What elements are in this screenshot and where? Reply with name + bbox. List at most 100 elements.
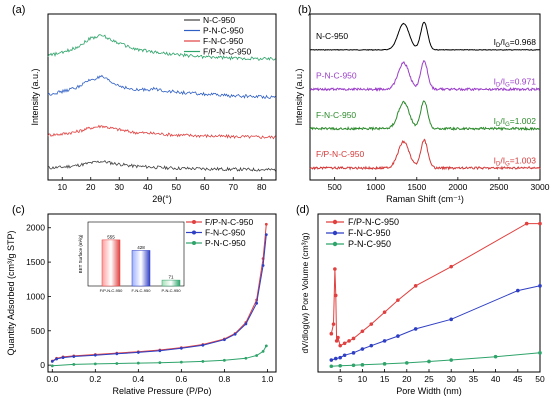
panel-d-point-f-p-n-c-950: [360, 329, 365, 334]
panel-c-inset-bar: [101, 239, 121, 287]
panel-c-inset-category: F/P-N-C-950: [100, 288, 123, 293]
panel-d-point-p-n-c-950: [538, 351, 542, 355]
panel-c-legend-marker: [192, 241, 196, 245]
panel-c-xtick-label: 0.0: [46, 374, 58, 384]
panel-a-xtick-label: 70: [229, 182, 239, 192]
panel-c-point-p-n-c-950: [255, 354, 259, 357]
panel-b-xtick-label: 2500: [489, 182, 508, 192]
panel-a-xtick-label: 40: [143, 182, 153, 192]
panel-b-series-f-n-c-950: [309, 100, 541, 132]
panel-d-point-f-p-n-c-950: [449, 264, 454, 269]
panel-d-xtick-label: 10: [358, 374, 368, 384]
panel-c-label: (c): [12, 204, 25, 216]
panel-c-point-f-p-n-c-950: [264, 222, 268, 226]
panel-d-legend-marker: [332, 219, 338, 225]
panel-a-series-p-n-c-950: [47, 74, 276, 99]
panel-c-point-f-n-c-950: [179, 346, 183, 350]
panel-b-series-p-n-c-950: [309, 60, 541, 92]
panel-a-ylabel: Intensity (a.u.): [30, 68, 40, 125]
panel-d-xtick-label: 50: [535, 374, 545, 384]
panel-d-point-p-n-c-950: [405, 361, 409, 365]
panel-a-xtick-label: 30: [115, 182, 125, 192]
panel-d-point-f-p-n-c-950: [413, 284, 418, 288]
panel-b-xtick-label: 2000: [448, 182, 467, 192]
panel-a-series-f-p-n-c-950: [47, 34, 276, 61]
panel-d-point-f-n-c-950: [538, 284, 542, 288]
panel-d-point-f-n-c-950: [369, 343, 374, 348]
panel-a-xtick-label: 20: [86, 182, 96, 192]
panel-c-inset-bar: [161, 279, 181, 287]
panel-c-point-f-n-c-950: [261, 264, 265, 267]
panel-d-point-f-p-n-c-950: [333, 267, 337, 271]
panel-c-inset-ylabel: BET Surface (m²/g): [78, 234, 83, 273]
panel-d-point-f-p-n-c-950: [334, 339, 339, 343]
panel-d-legend-marker: [332, 241, 338, 247]
panel-d-point-p-n-c-950: [329, 364, 334, 369]
panel-c-series-f-p-n-c-950: [52, 224, 267, 362]
panel-d-point-f-p-n-c-950: [331, 322, 336, 326]
panel-c-point-f-n-c-950: [222, 338, 226, 342]
panel-a-xtick-label: 50: [172, 182, 182, 192]
panel-d-xtick-label: 15: [380, 374, 390, 384]
panel-c-xtick-label: 1.0: [261, 374, 273, 384]
panel-c-legend-entry: P-N-C-950: [205, 238, 246, 248]
panel-d-point-p-n-c-950: [360, 363, 365, 367]
panel-c-point-f-n-c-950: [201, 343, 205, 347]
panel-d-ylabel: dV/dlog(w) Pore Volume (cm³/g): [300, 232, 310, 353]
panel-d-xtick-label: 40: [491, 374, 501, 384]
panel-d-point-f-n-c-950: [516, 288, 520, 293]
panel-d-point-f-n-c-950: [342, 353, 347, 358]
panel-a-legend-entry: N-C-950: [203, 15, 235, 25]
panel-c-inset-bar: [131, 250, 151, 287]
panel-d-point-p-n-c-950: [449, 358, 454, 362]
panel-b-ratio-label: ID/IG=1.002: [494, 116, 537, 128]
panel-b-ratio-label: ID/IG=0.971: [494, 77, 537, 89]
panel-b-series-label: F-N-C-950: [316, 110, 356, 120]
panel-d-point-f-p-n-c-950: [382, 310, 387, 314]
panel-d-point-f-p-n-c-950: [347, 339, 351, 343]
panel-c-point-f-n-c-950: [72, 355, 76, 358]
panel-c-point-f-n-c-950: [93, 353, 97, 357]
panel-d-point-f-p-n-c-950: [338, 343, 343, 348]
panel-c-xtick-label: 0.4: [132, 374, 144, 384]
panel-b-series-label: N-C-950: [316, 31, 348, 41]
panel-d-point-p-n-c-950: [382, 362, 387, 366]
panel-c-xtick-label: 0.8: [218, 374, 230, 384]
panel-c-ytick-label: 500: [31, 326, 45, 336]
panel-c-inset-bar-value: 71: [168, 275, 174, 280]
panel-c-point-f-n-c-950: [136, 351, 140, 354]
panel-c-xtick-label: 0.2: [89, 374, 101, 384]
panel-d-point-f-p-n-c-950: [396, 298, 400, 302]
panel-d-xtick-label: 30: [446, 374, 456, 384]
panel-c-point-f-n-c-950: [255, 301, 259, 305]
panel-c-point-f-n-c-950: [244, 322, 248, 326]
panel-d-point-f-n-c-950: [360, 347, 365, 351]
panel-c-point-f-n-c-950: [233, 332, 237, 336]
panel-c-point-p-n-c-950: [222, 358, 226, 362]
panel-c-legend-entry: F/P-N-C-950: [205, 217, 253, 227]
panel-d-legend-entry: F-N-C-950: [348, 228, 391, 238]
panel-d-point-f-p-n-c-950: [524, 221, 529, 226]
panel-d-xtick-label: 25: [424, 374, 434, 384]
panel-c-point-p-n-c-950: [264, 344, 268, 348]
panel-c-ytick-label: 0: [40, 360, 45, 370]
panel-d-xlabel: Pore Width (nm): [396, 386, 462, 396]
panel-d-point-f-p-n-c-950: [336, 335, 340, 340]
panel-d-point-f-p-n-c-950: [329, 331, 334, 336]
panel-c-point-p-n-c-950: [93, 362, 97, 366]
panel-a-legend-entry: F-N-C-950: [203, 36, 243, 46]
panel-d-legend-marker: [332, 230, 338, 236]
panel-d-series-f-p-n-c-950: [330, 223, 540, 347]
panel-c-legend-entry: F-N-C-950: [205, 228, 245, 238]
panel-d-point-f-n-c-950: [351, 351, 356, 355]
panel-d-legend-entry: P-N-C-950: [348, 239, 391, 249]
panel-a-label: (a): [12, 4, 25, 16]
panel-b-ratio-label: ID/IG=1.003: [494, 155, 537, 167]
panel-c-point-p-n-c-950: [50, 364, 54, 368]
panel-c-point-p-n-c-950: [261, 349, 265, 353]
panel-a-legend-entry: P-N-C-950: [203, 26, 244, 36]
panel-c-point-p-n-c-950: [72, 363, 76, 366]
panel-c-xtick-label: 0.6: [175, 374, 187, 384]
panel-d-point-f-p-n-c-950: [342, 341, 347, 346]
